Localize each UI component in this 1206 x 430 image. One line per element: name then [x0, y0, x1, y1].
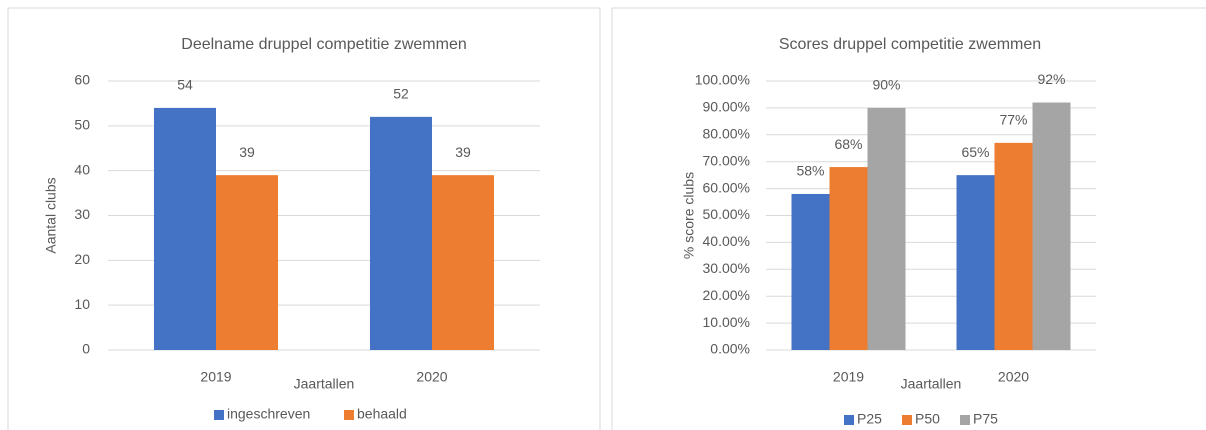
y-tick-label: 60.00%: [703, 179, 750, 195]
legend-label: behaald: [357, 406, 407, 422]
y-tick-label: 0: [82, 341, 90, 357]
y-tick-label: 60: [74, 72, 90, 88]
y-tick-label: 70.00%: [703, 152, 750, 168]
bar: [791, 193, 830, 350]
y-tick-label: 40.00%: [703, 233, 750, 249]
data-label: 54: [177, 77, 193, 93]
chart-title: Deelname druppel competitie zwemmen: [181, 36, 466, 53]
panel-border: [7, 7, 601, 430]
y-tick-label: 50: [74, 117, 90, 133]
bar: [154, 107, 216, 351]
bar: [216, 175, 278, 350]
y-tick-label: 0.00%: [710, 341, 750, 357]
y-tick-label: 30.00%: [703, 260, 750, 276]
legend-swatch: [344, 410, 354, 420]
y-tick-label: 40: [74, 161, 90, 177]
legend-label: P75: [973, 411, 998, 427]
y-tick-label: 30: [74, 206, 90, 222]
y-tick-label: 50.00%: [703, 206, 750, 222]
bar: [370, 116, 432, 350]
legend-swatch: [902, 415, 912, 425]
legend-label: P25: [857, 411, 882, 427]
x-tick-label: 2020: [998, 369, 1029, 385]
x-tick-label: 2019: [833, 369, 864, 385]
bar: [1032, 102, 1071, 351]
panel-border: [611, 7, 1206, 430]
bar: [956, 175, 995, 350]
data-label: 90%: [872, 77, 900, 93]
y-axis-label: Aantal clubs: [43, 177, 59, 253]
y-axis-label: % score clubs: [681, 172, 697, 259]
y-tick-label: 80.00%: [703, 126, 750, 142]
data-label: 77%: [999, 112, 1027, 128]
legend-swatch: [214, 410, 224, 420]
y-tick-label: 10: [74, 296, 90, 312]
chart-title: Scores druppel competitie zwemmen: [779, 36, 1041, 53]
data-label: 39: [239, 144, 255, 160]
legend-label: P50: [915, 411, 940, 427]
y-tick-label: 10.00%: [703, 314, 750, 330]
x-tick-label: 2020: [416, 369, 447, 385]
x-tick-label: 2019: [200, 369, 231, 385]
data-label: 52: [393, 86, 409, 102]
data-label: 65%: [961, 144, 989, 160]
x-axis-label: Jaartallen: [901, 376, 962, 392]
data-label: 58%: [796, 163, 824, 179]
data-label: 68%: [834, 136, 862, 152]
data-label: 39: [455, 144, 471, 160]
data-label: 92%: [1037, 71, 1065, 87]
legend-label: ingeschreven: [227, 406, 310, 422]
y-tick-label: 20: [74, 251, 90, 267]
legend-swatch: [960, 415, 970, 425]
x-axis-label: Jaartallen: [294, 376, 355, 392]
legend-swatch: [844, 415, 854, 425]
y-tick-label: 20.00%: [703, 287, 750, 303]
y-tick-label: 90.00%: [703, 99, 750, 115]
bar: [432, 175, 494, 350]
bar: [867, 107, 906, 351]
y-tick-label: 100.00%: [695, 72, 750, 88]
bar: [829, 167, 868, 350]
bar: [994, 142, 1033, 350]
